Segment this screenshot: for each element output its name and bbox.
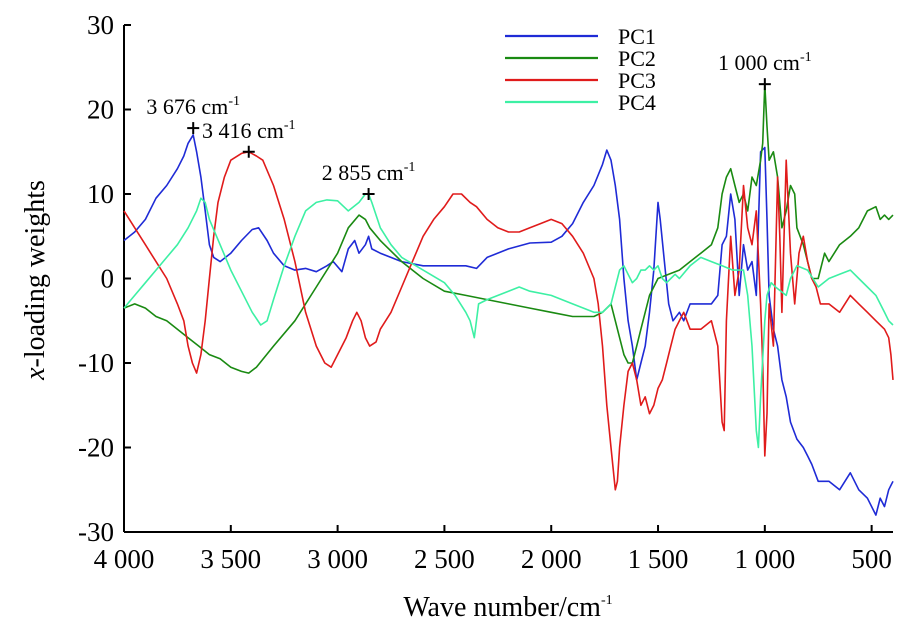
x-tick-label: 500 [851,544,892,574]
x-tick-label: 4 000 [94,544,155,574]
y-tick-label: 20 [87,95,114,125]
x-tick-label: 3 500 [200,544,261,574]
series-line-pc2 [123,83,894,374]
legend-label-pc2: PC2 [618,46,656,71]
axes: 30 20 10 0 -10 -20 -304 000 3 500 3 000 2 500 2 00… [78,10,893,574]
legend-label-pc4: PC4 [618,90,656,115]
peak-annotation: 3 416 cm-1 [202,118,296,143]
y-tick-label: 0 [101,264,115,294]
series-line-pc3 [123,151,894,491]
annotation-layer: 3 676 cm-13 416 cm-1 2 855 cm-1 1 000 cm-1 [146,50,812,200]
y-tick-label: -20 [78,433,114,463]
y-axis-title: x-loading weights [20,180,51,381]
y-tick-label: -10 [78,348,114,378]
legend-label-pc1: PC1 [618,24,656,49]
series-line-pc4 [123,193,894,449]
x-tick-label: 3 000 [307,544,368,574]
series-line-pc1 [123,134,894,516]
legend-label-pc3: PC3 [618,68,656,93]
y-tick-label: -30 [78,517,114,547]
y-tick-label: 30 [87,10,114,40]
x-axis-title: Wave number/cm-1 [403,592,612,623]
peak-annotation: 1 000 cm-1 [718,50,812,75]
peak-annotation: 3 676 cm-1 [146,94,240,119]
series-layer [123,83,894,516]
y-tick-label: 10 [87,179,114,209]
peak-annotation: 2 855 cm-1 [322,160,416,185]
x-tick-label: 2 000 [521,544,582,574]
x-tick-label: 2 500 [414,544,475,574]
x-tick-label: 1 000 [734,544,795,574]
x-tick-label: 1 500 [628,544,689,574]
